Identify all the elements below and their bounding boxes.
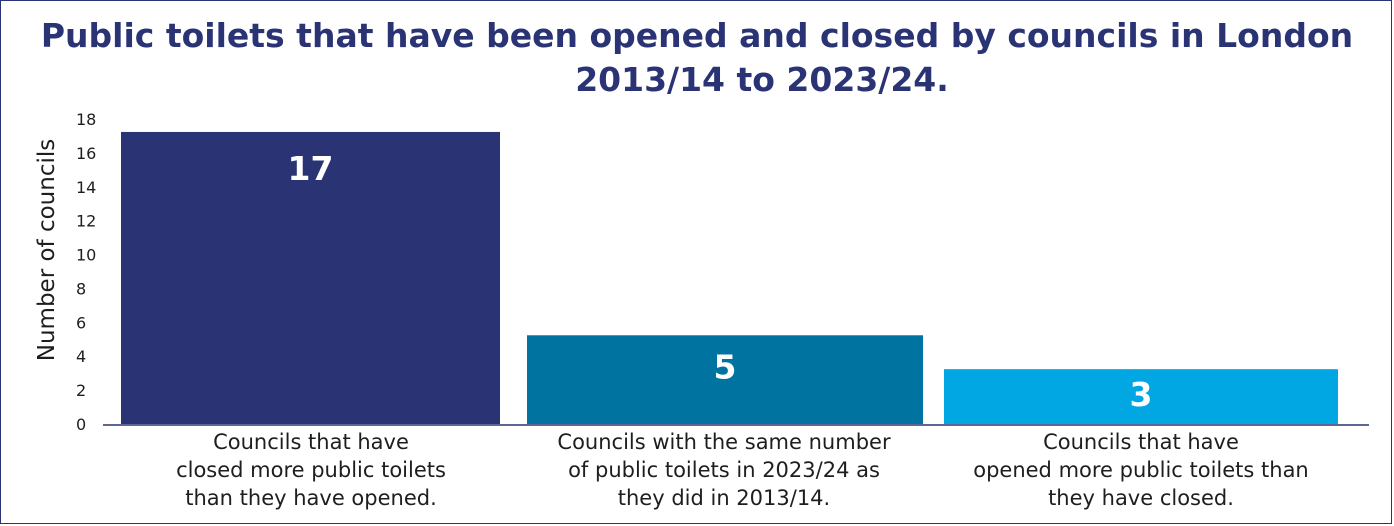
bar (527, 335, 923, 424)
bar (121, 131, 500, 424)
bar-value-label: 3 (1130, 375, 1153, 414)
chart-title-line-2: 2013/14 to 2023/24. (575, 60, 949, 99)
x-category-label: Councils that have opened more public to… (973, 430, 1309, 510)
bar-value-label: 5 (714, 347, 737, 386)
y-tick-label: 2 (76, 381, 86, 400)
y-tick-label: 4 (76, 347, 86, 366)
x-category-label: Councils with the same number of public … (557, 430, 891, 510)
chart-title: Public toilets that have been opened and… (0, 14, 1394, 102)
y-tick-label: 16 (76, 144, 96, 163)
bar (944, 369, 1338, 424)
y-tick-label: 0 (76, 415, 86, 434)
y-tick-label: 18 (76, 110, 96, 129)
y-tick-label: 14 (76, 178, 96, 197)
bar-value-label: 17 (288, 149, 334, 188)
chart-title-line-1: Public toilets that have been opened and… (40, 16, 1354, 55)
y-tick-label: 8 (76, 279, 86, 298)
y-tick-label: 6 (76, 313, 86, 332)
y-tick-label: 10 (76, 246, 96, 265)
x-category-label: Councils that have closed more public to… (176, 430, 446, 510)
y-tick-label: 12 (76, 212, 96, 231)
